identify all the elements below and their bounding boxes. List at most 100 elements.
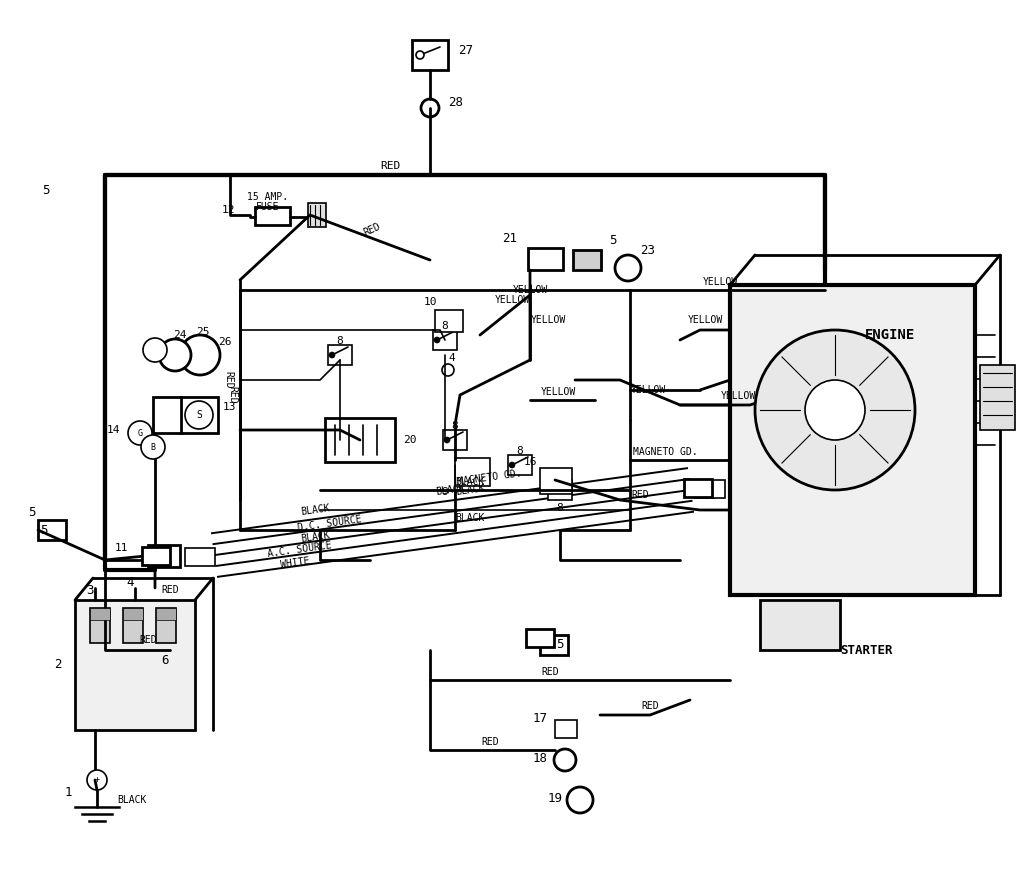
Text: YELLOW: YELLOW: [541, 387, 575, 397]
Circle shape: [444, 437, 450, 443]
Text: B: B: [151, 443, 156, 452]
Text: YELLOW: YELLOW: [702, 277, 737, 287]
Circle shape: [755, 330, 915, 490]
Bar: [123, 608, 143, 620]
Bar: [555, 720, 577, 738]
Text: RED: RED: [641, 701, 658, 711]
Circle shape: [567, 787, 593, 813]
Bar: [526, 629, 554, 647]
Bar: [443, 430, 467, 450]
Circle shape: [615, 255, 641, 281]
Bar: [325, 418, 395, 462]
Text: S: S: [196, 410, 202, 420]
Circle shape: [329, 352, 335, 358]
Bar: [684, 479, 712, 497]
Circle shape: [143, 338, 167, 362]
Text: RED: RED: [223, 371, 233, 388]
Bar: [180, 397, 218, 433]
Text: YELLOW: YELLOW: [631, 385, 666, 395]
Text: G: G: [137, 429, 142, 438]
Text: BLACK: BLACK: [300, 530, 330, 544]
Text: 8: 8: [452, 421, 459, 431]
Bar: [412, 40, 449, 70]
Bar: [308, 203, 326, 227]
Text: 16: 16: [523, 457, 537, 467]
Bar: [38, 520, 66, 540]
Text: 4: 4: [126, 577, 134, 589]
Text: RED: RED: [631, 490, 649, 500]
Text: WHITE: WHITE: [280, 556, 310, 570]
Text: 2: 2: [54, 658, 62, 672]
Circle shape: [141, 435, 165, 459]
Text: 28: 28: [449, 96, 463, 109]
Bar: [730, 285, 975, 595]
Text: 4: 4: [449, 353, 456, 363]
Bar: [90, 608, 110, 620]
Text: YELLOW: YELLOW: [512, 285, 548, 295]
Text: 21: 21: [503, 231, 517, 245]
Text: 24: 24: [173, 330, 186, 340]
Text: YELLOW: YELLOW: [495, 295, 529, 305]
Text: 17: 17: [532, 712, 548, 724]
Bar: [142, 547, 170, 565]
Bar: [980, 365, 1015, 430]
Bar: [695, 480, 725, 498]
Bar: [548, 480, 572, 500]
Text: YELLOW: YELLOW: [720, 391, 756, 401]
Circle shape: [185, 401, 213, 429]
Text: 3: 3: [86, 583, 94, 597]
Circle shape: [549, 487, 555, 493]
Text: RED: RED: [380, 161, 400, 171]
Circle shape: [159, 339, 191, 371]
Text: 23: 23: [640, 244, 655, 256]
Bar: [185, 548, 215, 566]
Text: RED: RED: [227, 386, 237, 404]
Text: YELLOW: YELLOW: [530, 315, 565, 325]
Text: RED: RED: [542, 667, 559, 677]
Text: RED: RED: [139, 635, 157, 645]
Text: 25: 25: [197, 327, 210, 337]
Text: +: +: [94, 775, 99, 784]
Text: 27: 27: [458, 44, 473, 56]
Bar: [455, 458, 490, 486]
Text: 14: 14: [106, 425, 120, 435]
Bar: [573, 250, 601, 270]
Bar: [540, 468, 572, 494]
Text: BLACK: BLACK: [300, 503, 330, 517]
Text: 1: 1: [65, 787, 72, 799]
Bar: [123, 608, 143, 643]
Circle shape: [128, 421, 152, 445]
Bar: [508, 455, 532, 475]
Text: 26: 26: [218, 337, 231, 347]
Circle shape: [421, 99, 439, 117]
Bar: [90, 608, 110, 643]
Bar: [75, 600, 195, 730]
Text: 8: 8: [337, 336, 343, 346]
Circle shape: [509, 462, 515, 468]
Text: BLACK: BLACK: [117, 795, 146, 805]
Text: 5: 5: [40, 523, 47, 537]
Text: 18: 18: [534, 752, 548, 764]
Bar: [433, 330, 457, 350]
Text: A.C. SOURCE: A.C. SOURCE: [267, 540, 333, 559]
Text: D.C. SOURCE: D.C. SOURCE: [297, 514, 362, 533]
Circle shape: [434, 337, 440, 343]
Text: BLACK: BLACK: [435, 483, 465, 497]
Text: 5: 5: [42, 183, 49, 196]
Bar: [148, 545, 180, 567]
Text: 6: 6: [161, 654, 169, 666]
Text: YELLOW: YELLOW: [687, 315, 723, 325]
Text: 19: 19: [548, 791, 563, 805]
Text: 8: 8: [441, 321, 449, 331]
Text: 9: 9: [441, 487, 449, 497]
Text: 12: 12: [221, 205, 234, 215]
Text: 8: 8: [557, 503, 563, 513]
Bar: [255, 207, 290, 225]
Text: 8: 8: [517, 446, 523, 456]
Text: RED: RED: [481, 737, 499, 747]
Bar: [540, 635, 568, 655]
Text: 11: 11: [115, 543, 128, 553]
Circle shape: [442, 364, 454, 376]
Bar: [153, 397, 181, 433]
Text: STARTER: STARTER: [840, 644, 893, 656]
